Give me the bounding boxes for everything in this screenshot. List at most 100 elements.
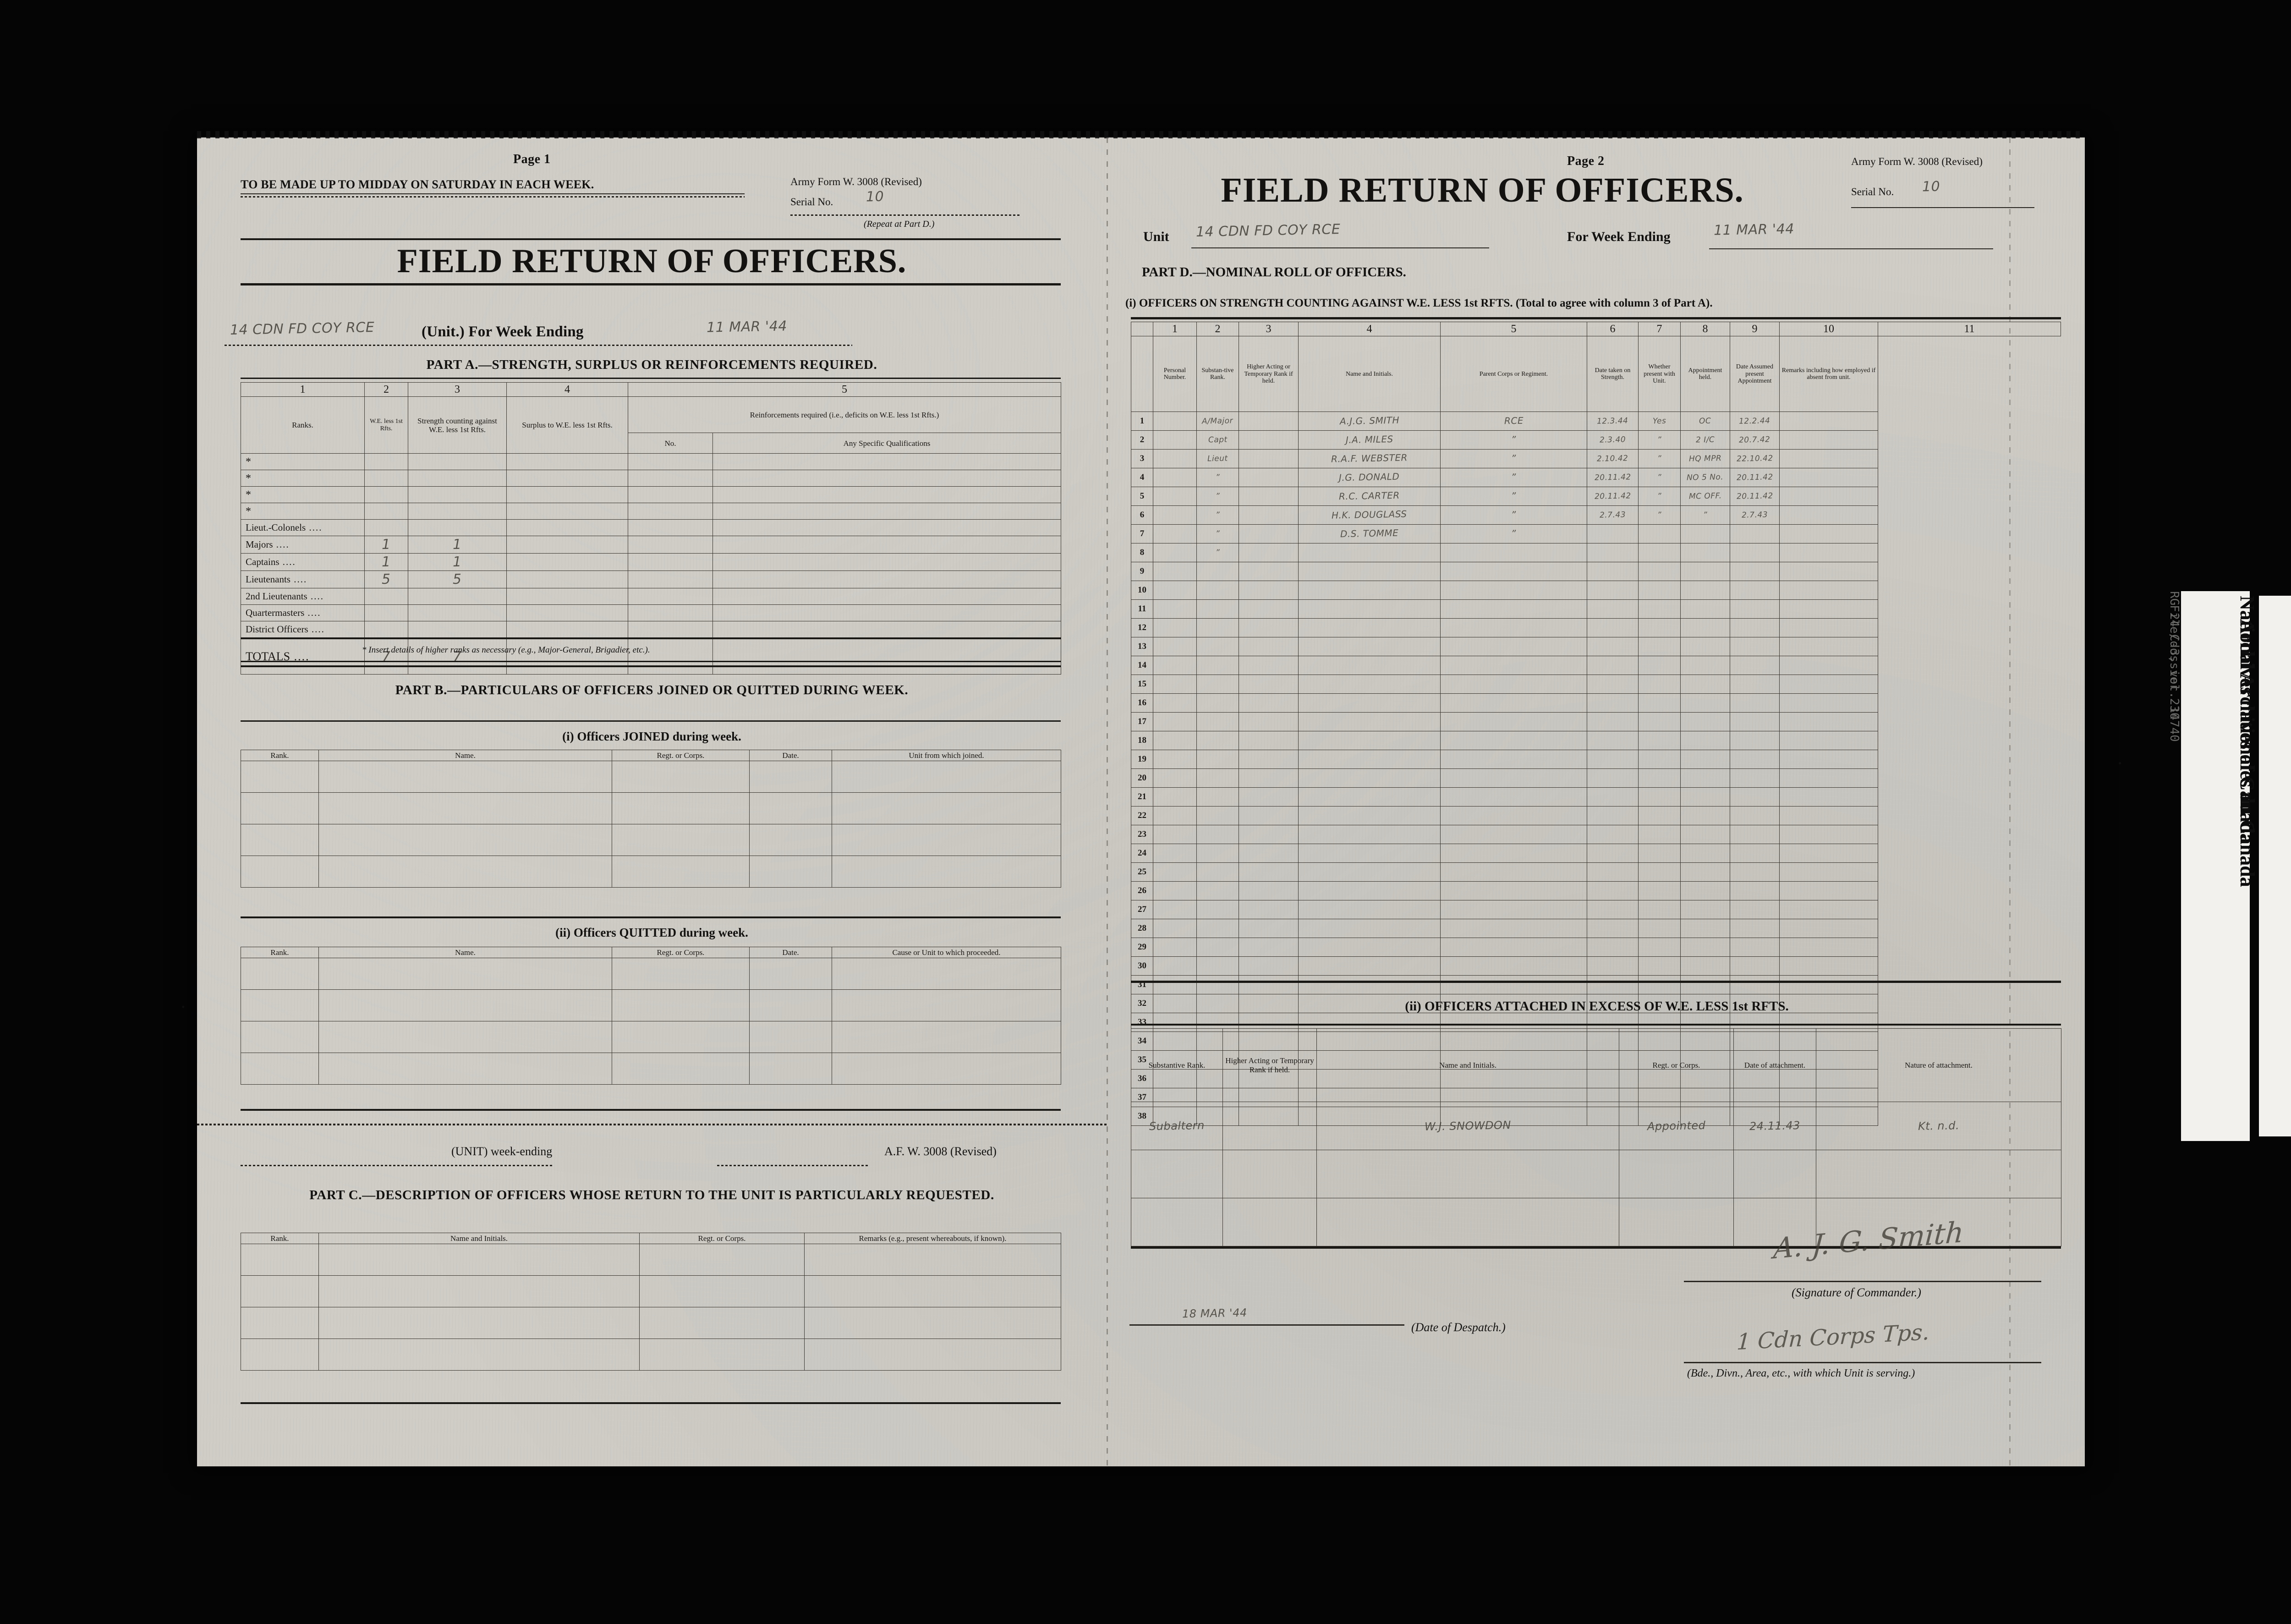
part-d-rownum-14: 14 xyxy=(1131,656,1153,675)
part-d-date-appointment-9 xyxy=(1730,562,1780,582)
part-d-rownum-31: 31 xyxy=(1131,975,1153,995)
part-d-substantive-rank-22 xyxy=(1196,806,1239,826)
part-a-reinf-no-6 xyxy=(628,621,713,639)
officers-quitted-cell-2-1 xyxy=(318,1021,612,1053)
sheet-dash-separator xyxy=(197,1124,1107,1125)
part-a-blank-cell-0-4 xyxy=(628,453,713,471)
part-d-present-with-unit-11 xyxy=(1638,599,1681,619)
part-d-name-3-value: R.A.F. WEBSTER xyxy=(1331,452,1408,465)
part-d-substantive-rank-23 xyxy=(1196,825,1239,845)
part-d-remarks-22 xyxy=(1779,806,1878,826)
part-d-date-appointment-5-value: 20.11.42 xyxy=(1736,491,1773,501)
part-b-joined-subheading: (i) Officers JOINED during week. xyxy=(562,730,741,743)
part-c-row xyxy=(241,1307,1061,1339)
part-a-reinf-qual-3 xyxy=(713,571,1061,589)
part-d-parent-corps-28 xyxy=(1440,919,1587,938)
part-d-substantive-rank-5: ” xyxy=(1196,487,1239,506)
part-d-remarks-30 xyxy=(1779,956,1878,976)
part-d-date-appointment-17 xyxy=(1730,712,1780,732)
officers-quitted-cell-0-3 xyxy=(749,958,832,990)
part-d-remarks-6 xyxy=(1779,505,1878,525)
part-d-remarks-20 xyxy=(1779,768,1878,788)
part-d-higher-rank-30 xyxy=(1239,956,1299,976)
part-d-substantive-rank-20 xyxy=(1196,768,1239,788)
part-a-we-3-value: 5 xyxy=(381,571,391,588)
part-d-date-appointment-3-value: 22.10.42 xyxy=(1736,454,1773,464)
part-d-header-8: Appointment held. xyxy=(1680,336,1730,412)
part-d-date-taken-27 xyxy=(1587,900,1639,920)
part-c-cell-1-1 xyxy=(318,1275,640,1308)
part-a-reinf-no-2 xyxy=(628,553,713,571)
part-d-higher-rank-13 xyxy=(1239,637,1299,657)
part-d-officer-row: 21 xyxy=(1131,787,2061,807)
officers-quitted-cell-1-1 xyxy=(318,989,612,1022)
officers-attached-higher-rank-1 xyxy=(1222,1150,1317,1198)
part-d-parent-corps-1-value: RCE xyxy=(1504,415,1524,427)
part-d-parent-corps-6: ” xyxy=(1440,505,1587,525)
part-d-appointment-27 xyxy=(1680,900,1730,920)
part-a-header-strength: Strength counting against W.E. less 1st … xyxy=(408,396,507,454)
part-a-footnote-rule-2 xyxy=(241,665,1061,667)
part-c-bottom-rule xyxy=(241,1402,1061,1404)
part-d-appointment-30 xyxy=(1680,956,1730,976)
part-d-rownum-8: 8 xyxy=(1131,543,1153,563)
officers-joined-cell-3-3 xyxy=(749,856,832,888)
part-d-appointment-17 xyxy=(1680,712,1730,732)
part-d-present-with-unit-32 xyxy=(1638,994,1681,1014)
part-d-name-17 xyxy=(1298,712,1441,732)
part-d-officer-row: 17 xyxy=(1131,712,2061,732)
part-d-parent-corps-29 xyxy=(1440,938,1587,957)
part-d-higher-rank-7 xyxy=(1239,524,1299,544)
part-d-rows: 1 A/Major A.J.G. SMITH RCE 12.3.44 Yes OC 12.2.… xyxy=(1131,411,2061,1126)
part-d-appointment-11 xyxy=(1680,599,1730,619)
officers-quitted-cell-2-2 xyxy=(612,1021,750,1053)
part-d-header-6: Date taken on Strength. xyxy=(1587,336,1639,412)
part-d-name-1: A.J.G. SMITH xyxy=(1298,411,1441,431)
army-form-number-page2: Army Form W. 3008 (Revised) xyxy=(1851,156,1983,167)
part-c-cell-2-3 xyxy=(804,1307,1061,1339)
part-d-parent-corps-13 xyxy=(1440,637,1587,657)
part-d-substantive-rank-8-value: ” xyxy=(1215,548,1220,558)
part-d-remarks-12 xyxy=(1779,618,1878,638)
part-d-higher-rank-25 xyxy=(1239,862,1299,882)
part-a-strength-2: 1 xyxy=(408,553,507,571)
officers-joined-header-4: Unit from which joined. xyxy=(832,749,1061,762)
part-d-rownum-6: 6 xyxy=(1131,505,1153,525)
part-d-parent-corps-20 xyxy=(1440,768,1587,788)
part-d-name-31 xyxy=(1298,975,1441,995)
part-a-blank-cell-3-4 xyxy=(628,503,713,520)
part-d-parent-corps-19 xyxy=(1440,750,1587,769)
part-d-date-taken-21 xyxy=(1587,787,1639,807)
part-d-present-with-unit-9 xyxy=(1638,562,1681,582)
part-d-rownum-26: 26 xyxy=(1131,881,1153,901)
officers-quitted-header-2: Regt. or Corps. xyxy=(612,946,750,959)
section-ii-bottom-rule xyxy=(1131,1246,2061,1249)
officers-attached-row xyxy=(1131,1150,2061,1198)
part-d-date-appointment-14 xyxy=(1730,656,1780,675)
part-d-rownum-11: 11 xyxy=(1131,599,1153,619)
part-d-appointment-2: 2 I/C xyxy=(1680,430,1730,450)
part-d-date-taken-31 xyxy=(1587,975,1639,995)
part-a-blank-row: * xyxy=(241,503,1061,520)
week-ending-value-page1: 11 MAR '44 xyxy=(706,318,788,336)
part-d-date-taken-3: 2.10.42 xyxy=(1587,449,1639,469)
part-d-name-5-value: R.C. CARTER xyxy=(1338,490,1400,502)
part-d-date-taken-30 xyxy=(1587,956,1639,976)
part-d-appointment-15 xyxy=(1680,675,1730,694)
part-d-date-taken-7 xyxy=(1587,524,1639,544)
part-d-personal-number-3 xyxy=(1153,449,1197,469)
part-d-date-appointment-5: 20.11.42 xyxy=(1730,487,1780,506)
page-2: Page 2 Army Form W. 3008 (Revised) FIELD… xyxy=(1109,137,2085,1466)
part-d-present-with-unit-27 xyxy=(1638,900,1681,920)
part-d-remarks-7 xyxy=(1779,524,1878,544)
part-a-blank-cell-0-5 xyxy=(713,453,1061,471)
part-d-name-16 xyxy=(1298,693,1441,713)
part-d-officer-row: 15 xyxy=(1131,675,2061,694)
part-d-remarks-1 xyxy=(1779,411,1878,431)
part-d-present-with-unit-4-value: ” xyxy=(1657,472,1662,483)
part-d-date-taken-19 xyxy=(1587,750,1639,769)
part-d-appointment-22 xyxy=(1680,806,1730,826)
part-d-date-taken-23 xyxy=(1587,825,1639,845)
part-d-name-7: D.S. TOMME xyxy=(1298,524,1441,544)
part-a-blank-cell-3-5 xyxy=(713,503,1061,520)
